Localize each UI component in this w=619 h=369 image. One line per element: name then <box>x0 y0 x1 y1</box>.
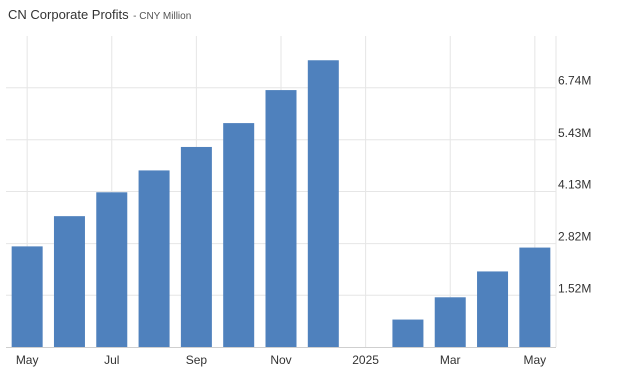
bar-2024-09 <box>180 146 212 347</box>
x-tick-label: Jul <box>104 353 119 367</box>
bar-2024-08 <box>138 170 170 347</box>
y-tick-label: 4.13M <box>558 178 591 192</box>
x-tick-label: Nov <box>270 353 291 367</box>
bar-2025-02 <box>392 319 424 347</box>
y-tick-label: 1.52M <box>558 281 591 295</box>
chart-title: CN Corporate Profits <box>8 7 129 22</box>
bar-2024-10 <box>223 123 255 347</box>
bar-2025-05 <box>519 247 551 347</box>
x-tick-label: 2025 <box>352 353 379 367</box>
bar-2025-03 <box>434 297 466 347</box>
x-tick-label: Sep <box>186 353 208 367</box>
bar-2024-07 <box>96 192 128 347</box>
y-tick-label: 2.82M <box>558 230 591 244</box>
chart-header: CN Corporate Profits - CNY Million <box>8 6 191 24</box>
bar-2024-05 <box>11 246 43 347</box>
bar-2024-06 <box>53 216 85 347</box>
y-tick-label: 5.43M <box>558 126 591 140</box>
bar-2024-12 <box>307 60 339 348</box>
x-tick-label: May <box>524 353 547 367</box>
bar-2025-04 <box>477 271 509 347</box>
bar-2024-11 <box>265 90 297 347</box>
x-tick-label: May <box>16 353 39 367</box>
x-tick-label: Mar <box>440 353 461 367</box>
y-tick-label: 6.74M <box>558 74 591 88</box>
chart-subtitle: - CNY Million <box>133 11 192 22</box>
